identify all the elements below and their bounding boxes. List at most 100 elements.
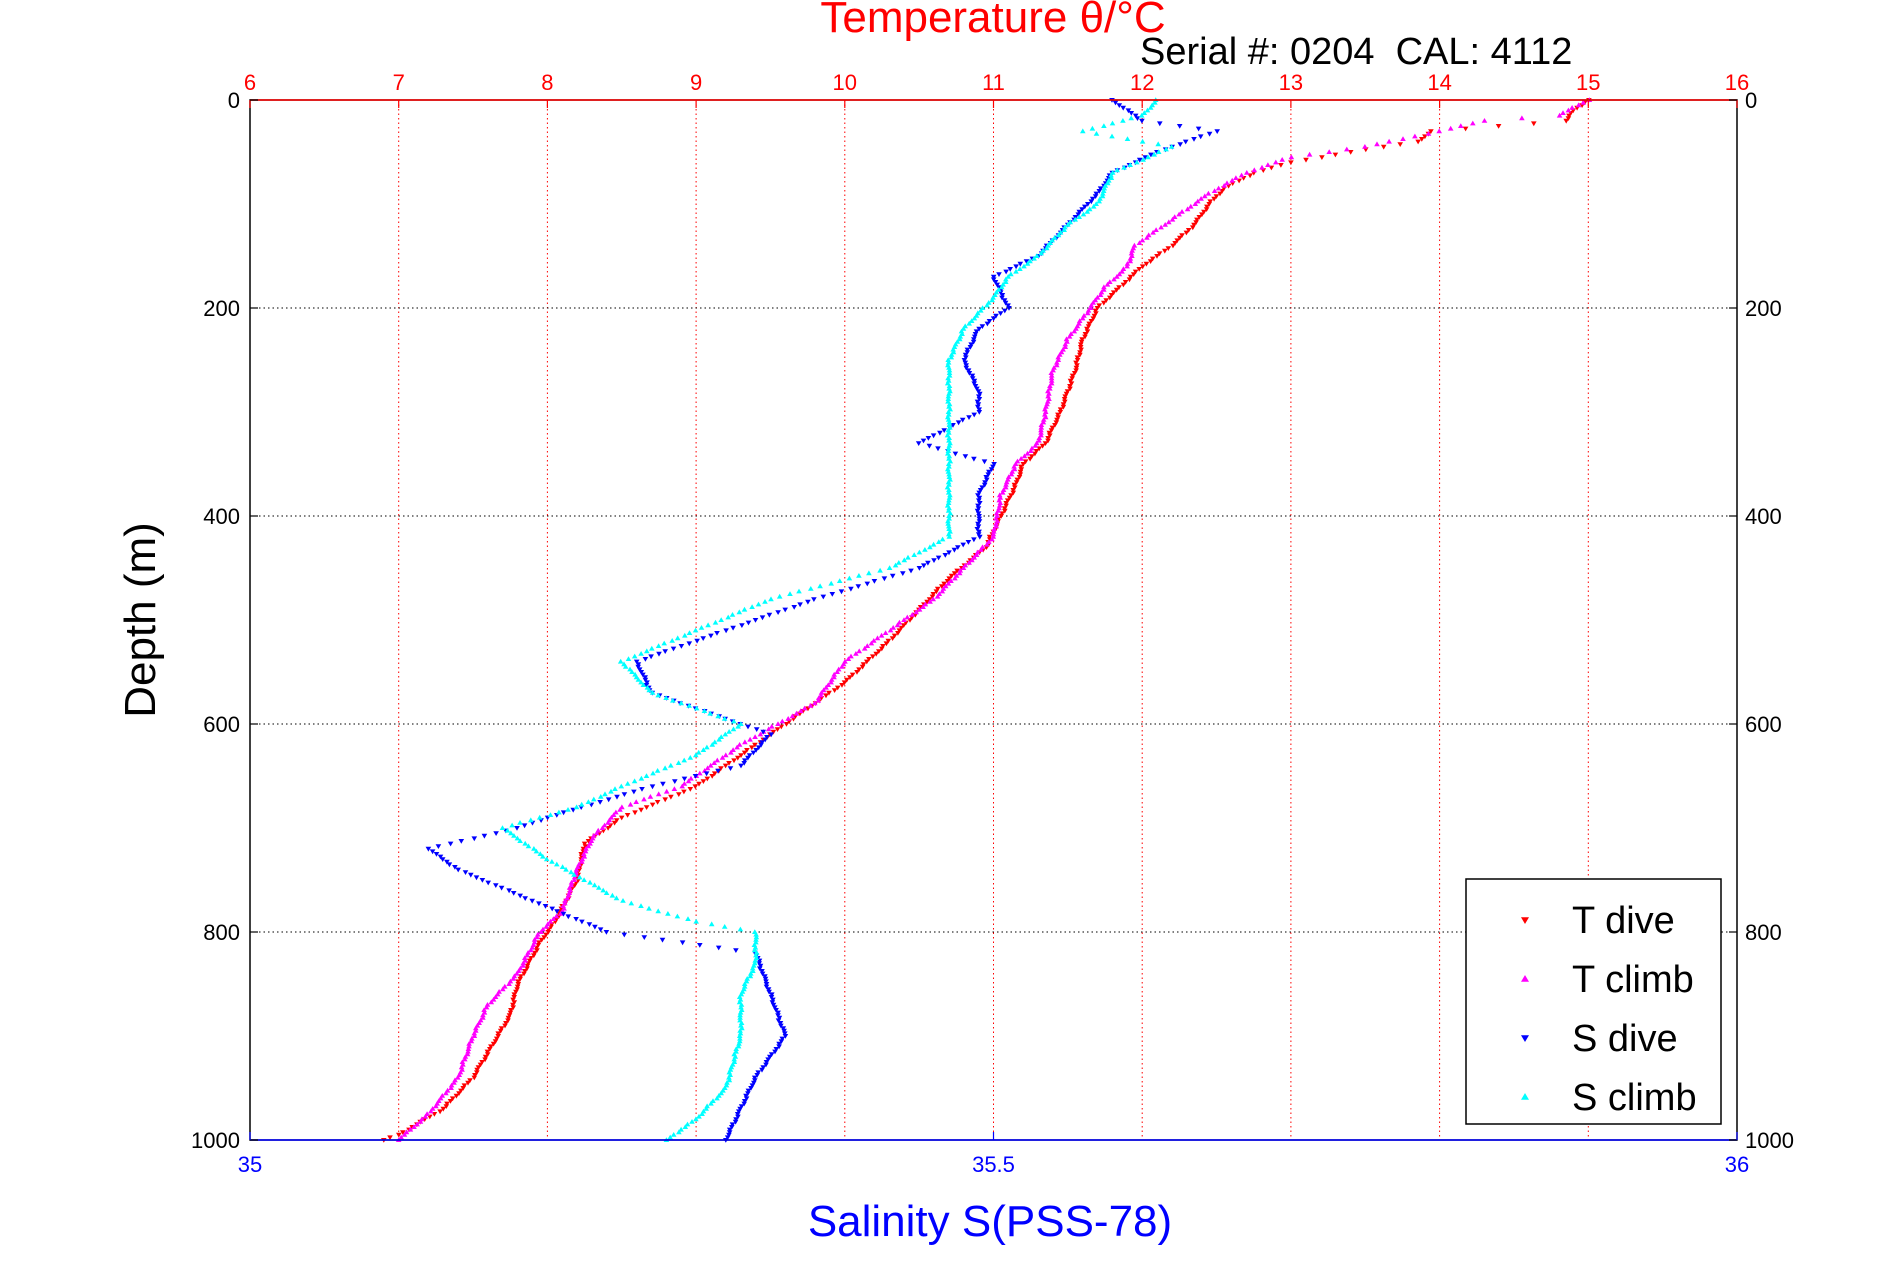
data-point bbox=[741, 1101, 747, 1107]
data-point bbox=[459, 1059, 466, 1064]
data-point bbox=[759, 615, 766, 621]
temperature-tick-label: 8 bbox=[541, 70, 553, 95]
data-point bbox=[798, 708, 804, 713]
data-point bbox=[1079, 315, 1086, 321]
temperature-tick-label: 15 bbox=[1576, 70, 1600, 95]
data-point bbox=[946, 370, 953, 375]
data-point bbox=[778, 1023, 784, 1029]
data-point bbox=[462, 870, 469, 875]
data-point bbox=[1139, 138, 1146, 144]
data-point bbox=[737, 1009, 744, 1015]
data-point bbox=[1125, 108, 1132, 114]
data-point bbox=[976, 326, 982, 332]
data-point bbox=[573, 804, 580, 810]
data-point bbox=[1127, 258, 1134, 264]
data-point bbox=[1001, 506, 1008, 511]
data-point bbox=[579, 856, 586, 862]
data-point bbox=[1179, 209, 1185, 214]
data-point bbox=[458, 839, 465, 844]
data-point bbox=[947, 440, 953, 446]
legend-marker bbox=[1521, 917, 1529, 924]
data-point bbox=[773, 1008, 779, 1013]
data-point bbox=[735, 1043, 742, 1049]
data-point bbox=[1306, 151, 1313, 157]
data-point bbox=[693, 1116, 699, 1122]
data-point bbox=[848, 586, 854, 592]
data-point bbox=[1042, 441, 1049, 446]
data-point bbox=[465, 1048, 471, 1054]
data-point bbox=[981, 459, 988, 465]
data-point bbox=[937, 430, 943, 436]
data-point bbox=[1072, 216, 1078, 222]
data-point bbox=[1053, 420, 1060, 426]
data-point bbox=[638, 807, 644, 813]
data-point bbox=[466, 1043, 472, 1049]
data-point bbox=[778, 1039, 785, 1044]
data-point bbox=[638, 775, 645, 781]
data-point bbox=[693, 918, 699, 924]
data-point bbox=[1191, 137, 1197, 142]
data-point bbox=[1211, 188, 1218, 193]
data-point bbox=[1003, 269, 1009, 275]
data-point bbox=[663, 695, 669, 700]
data-point bbox=[753, 934, 760, 940]
data-point bbox=[838, 589, 845, 595]
data-point bbox=[1447, 125, 1454, 131]
data-point bbox=[737, 1035, 743, 1041]
data-point bbox=[975, 404, 981, 410]
data-point bbox=[648, 654, 654, 660]
data-point bbox=[926, 597, 933, 602]
data-point bbox=[746, 753, 753, 758]
data-point bbox=[1048, 378, 1055, 383]
data-point bbox=[743, 1093, 749, 1099]
data-point bbox=[568, 879, 575, 885]
data-point bbox=[753, 931, 759, 937]
data-point bbox=[1326, 149, 1332, 154]
data-point bbox=[1185, 228, 1192, 233]
data-point bbox=[522, 840, 528, 846]
data-point bbox=[999, 489, 1006, 495]
data-point bbox=[946, 367, 953, 373]
data-point bbox=[976, 516, 983, 522]
data-point bbox=[599, 825, 606, 830]
data-point bbox=[726, 729, 732, 734]
data-point bbox=[1425, 131, 1432, 136]
data-point bbox=[1032, 443, 1039, 448]
data-point bbox=[581, 877, 587, 882]
legend: T dive T climb S dive S climb bbox=[1465, 878, 1722, 1125]
data-point bbox=[1048, 428, 1055, 433]
data-point bbox=[1204, 204, 1210, 210]
data-point bbox=[890, 625, 896, 630]
data-point bbox=[1073, 365, 1080, 371]
data-point bbox=[1129, 248, 1135, 253]
data-point bbox=[1101, 123, 1107, 128]
data-point bbox=[515, 979, 521, 985]
data-point bbox=[1147, 259, 1154, 264]
data-point bbox=[752, 944, 759, 950]
data-point bbox=[733, 1117, 739, 1122]
data-point bbox=[708, 921, 715, 927]
data-point bbox=[543, 924, 550, 929]
data-point bbox=[1009, 469, 1015, 474]
data-point bbox=[591, 882, 598, 888]
data-point bbox=[1067, 386, 1073, 392]
data-point bbox=[1101, 300, 1107, 306]
data-point bbox=[1519, 115, 1525, 121]
data-point bbox=[1085, 307, 1092, 313]
data-point bbox=[639, 787, 645, 792]
data-point bbox=[443, 1090, 449, 1096]
temperature-tick-label: 6 bbox=[244, 70, 256, 95]
data-point bbox=[631, 789, 637, 795]
temperature-tick-label: 16 bbox=[1725, 70, 1749, 95]
data-point bbox=[946, 487, 952, 492]
data-point bbox=[520, 960, 527, 966]
data-point bbox=[922, 601, 929, 607]
data-point bbox=[1045, 436, 1051, 441]
data-point bbox=[975, 532, 982, 537]
legend-marker bbox=[1521, 1035, 1529, 1042]
data-point bbox=[879, 646, 885, 652]
data-point bbox=[1089, 125, 1096, 131]
data-point bbox=[471, 836, 478, 842]
data-point bbox=[591, 796, 597, 802]
data-point bbox=[1139, 237, 1146, 243]
